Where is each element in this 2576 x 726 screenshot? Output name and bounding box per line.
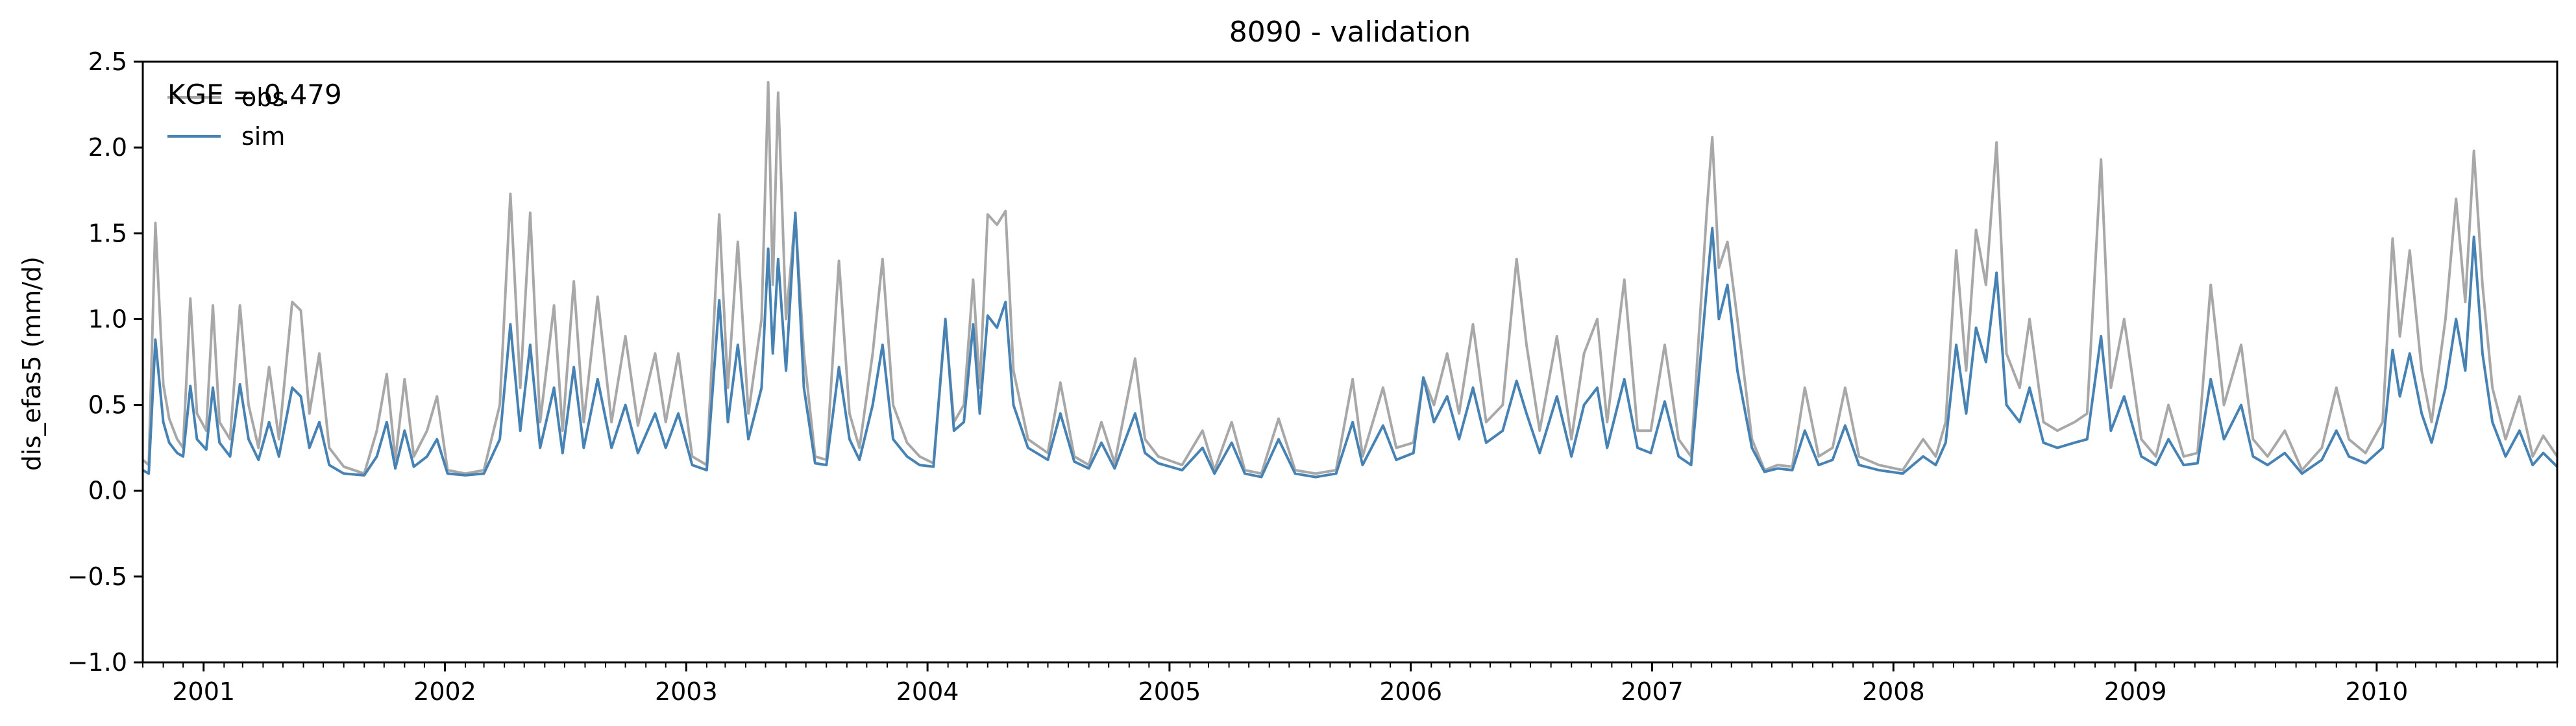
x-tick-label: 2005 xyxy=(1138,677,1201,706)
plot-area: −1.0−0.50.00.51.01.52.02.5 2001 2002 2003 2… xyxy=(67,47,2558,706)
chart-title: 8090 - validation xyxy=(1229,16,1471,49)
x-tick-label: 2007 xyxy=(1621,677,1684,706)
legend-label-obs: obs xyxy=(241,83,285,112)
legend: obs sim xyxy=(167,83,285,151)
x-axis-ticks: 2001 2002 2003 2004 2005 2006 2007 2008 2009 2010 xyxy=(142,662,2558,706)
plot-frame xyxy=(141,60,2558,664)
x-tick-label: 2008 xyxy=(1862,677,1925,706)
x-tick-label: 2010 xyxy=(2346,677,2409,706)
x-tick-label: 2003 xyxy=(655,677,718,706)
y-tick-label: 1.0 xyxy=(88,305,127,333)
kge-annotation: KGE = 0.479 xyxy=(167,79,342,110)
x-tick-label: 2002 xyxy=(413,677,476,706)
x-tick-label: 2006 xyxy=(1379,677,1442,706)
series-group xyxy=(141,81,2558,479)
y-tick-label: 0.0 xyxy=(88,477,127,505)
x-tick-label: 2009 xyxy=(2104,677,2167,706)
y-tick-label: 2.0 xyxy=(88,133,127,162)
y-tick-label: 1.5 xyxy=(88,219,127,247)
y-tick-label: 2.5 xyxy=(88,47,127,76)
y-tick-label: 0.5 xyxy=(88,391,127,419)
y-axis-label: dis_efas5 (mm/d) xyxy=(18,257,46,471)
series-line-sim xyxy=(142,211,2558,479)
x-tick-label: 2004 xyxy=(896,677,959,706)
y-axis-ticks: −1.0 −0.5 0.0 0.5 1.0 1.5 2.0 2.5 xyxy=(67,47,143,677)
y-tick-label: −0.5 xyxy=(67,562,127,591)
series-line-obs xyxy=(141,81,2558,475)
legend-label-sim: sim xyxy=(241,122,285,151)
x-tick-label: 2001 xyxy=(172,677,235,706)
y-tick-label: −1.0 xyxy=(67,648,127,677)
